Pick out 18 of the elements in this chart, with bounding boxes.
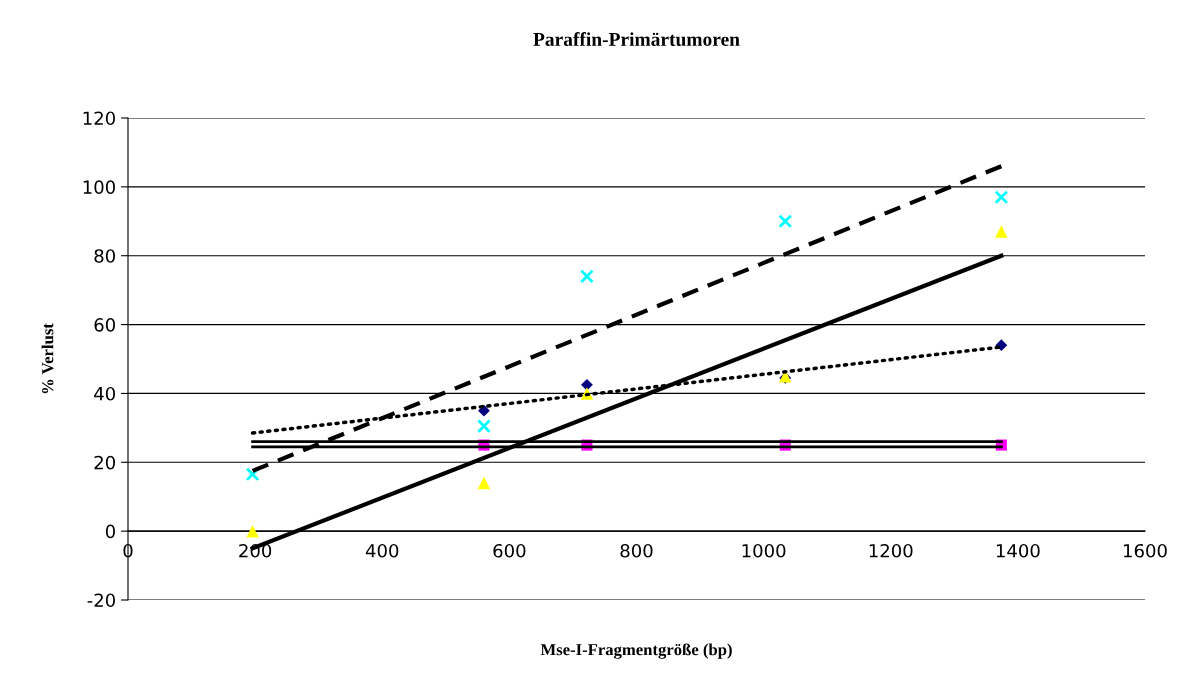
y-axis-title: % Verlust [41,323,54,394]
x-tick-label: 1600 [1124,543,1167,558]
x-tick-label: 800 [620,543,653,558]
x-axis-title: Mse-I-Fragmentgröße (bp) [540,643,732,659]
y-tick-label: 40 [94,386,115,401]
y-tick-label: 80 [94,249,115,263]
x-tick-label: 400 [365,543,399,558]
x-tick-label: 600 [493,543,526,558]
x-tick-label: 1200 [869,543,913,558]
y-tick-label: 100 [83,180,115,194]
y-tick-label: -20 [87,593,115,608]
x-tick-label: 1400 [996,543,1040,558]
y-tick-label: 120 [83,111,115,126]
y-tick-label: 20 [94,455,115,470]
y-tick-label: 60 [94,318,115,332]
chart-title: Paraffin-Primärtumoren [533,32,740,47]
y-tick-label: 0 [105,524,115,539]
x-tick-label: 1000 [742,543,786,558]
